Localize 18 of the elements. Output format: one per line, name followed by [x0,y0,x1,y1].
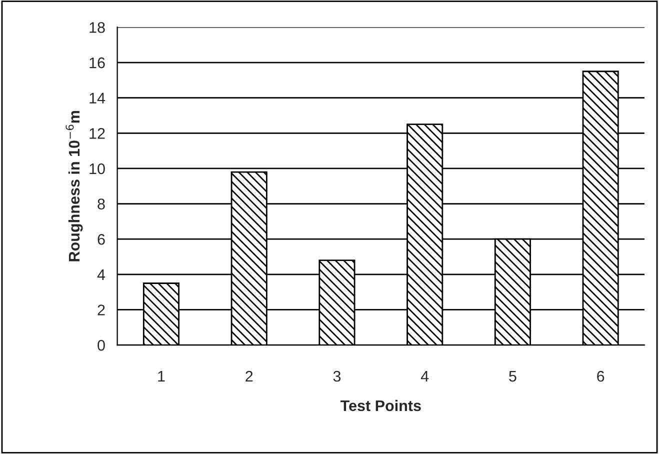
y-tick-label: 10 [90,163,105,174]
y-tick-label: 16 [90,57,105,68]
y-tick-label: 12 [90,128,105,139]
x-tick-label: 2 [246,370,253,382]
y-tick-label: 4 [97,269,106,280]
x-tick-label: 3 [333,370,341,382]
x-tick-label: 6 [597,370,604,382]
y-tick-label: 8 [98,198,105,210]
x-tick-label: 1 [158,371,165,382]
x-tick-label: 5 [509,371,516,382]
y-tick-label: 2 [98,304,105,316]
x-tick-label: 4 [420,371,429,382]
y-tick-label: 0 [98,340,105,351]
y-axis-title: Roughness in 10$^{−6}$m [66,111,83,262]
y-tick-label: 6 [98,234,105,245]
x-axis-title: Test Points [340,400,421,412]
y-tick-label: 18 [90,22,105,33]
y-tick-label: 14 [90,92,106,104]
